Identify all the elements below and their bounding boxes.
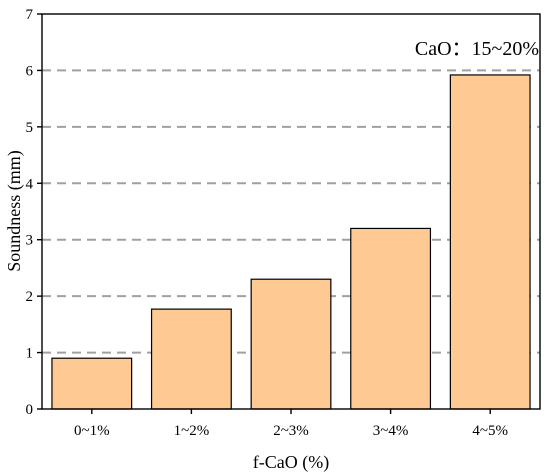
bar xyxy=(150,308,232,410)
y-axis-label: Soundness (mm) xyxy=(4,150,25,272)
x-tick-label: 2~3% xyxy=(273,423,309,439)
y-tick-label: 3 xyxy=(26,233,34,249)
bars xyxy=(51,74,531,410)
x-tick-label: 3~4% xyxy=(373,423,409,439)
y-tick-label: 4 xyxy=(26,176,34,192)
bar xyxy=(449,74,531,410)
y-tick-label: 5 xyxy=(26,120,34,136)
y-tick-label: 6 xyxy=(26,63,34,79)
y-tick-label: 1 xyxy=(26,346,34,362)
chart-annotation: CaO：15~20% xyxy=(415,38,539,60)
x-tick-label: 0~1% xyxy=(74,423,110,439)
x-axis-label: f-CaO (%) xyxy=(253,452,329,473)
x-tick-label: 4~5% xyxy=(472,423,508,439)
y-tick-label: 0 xyxy=(26,402,34,418)
y-axis: 0 1 2 3 4 5 6 7 xyxy=(26,7,42,418)
bar xyxy=(250,278,332,410)
y-tick-label: 7 xyxy=(26,7,34,23)
x-tick-label: 1~2% xyxy=(174,423,210,439)
bar xyxy=(51,357,133,410)
x-axis: 0~1% 1~2% 2~3% 3~4% 4~5% xyxy=(74,409,508,439)
y-tick-label: 2 xyxy=(26,289,34,305)
bar xyxy=(350,227,432,410)
